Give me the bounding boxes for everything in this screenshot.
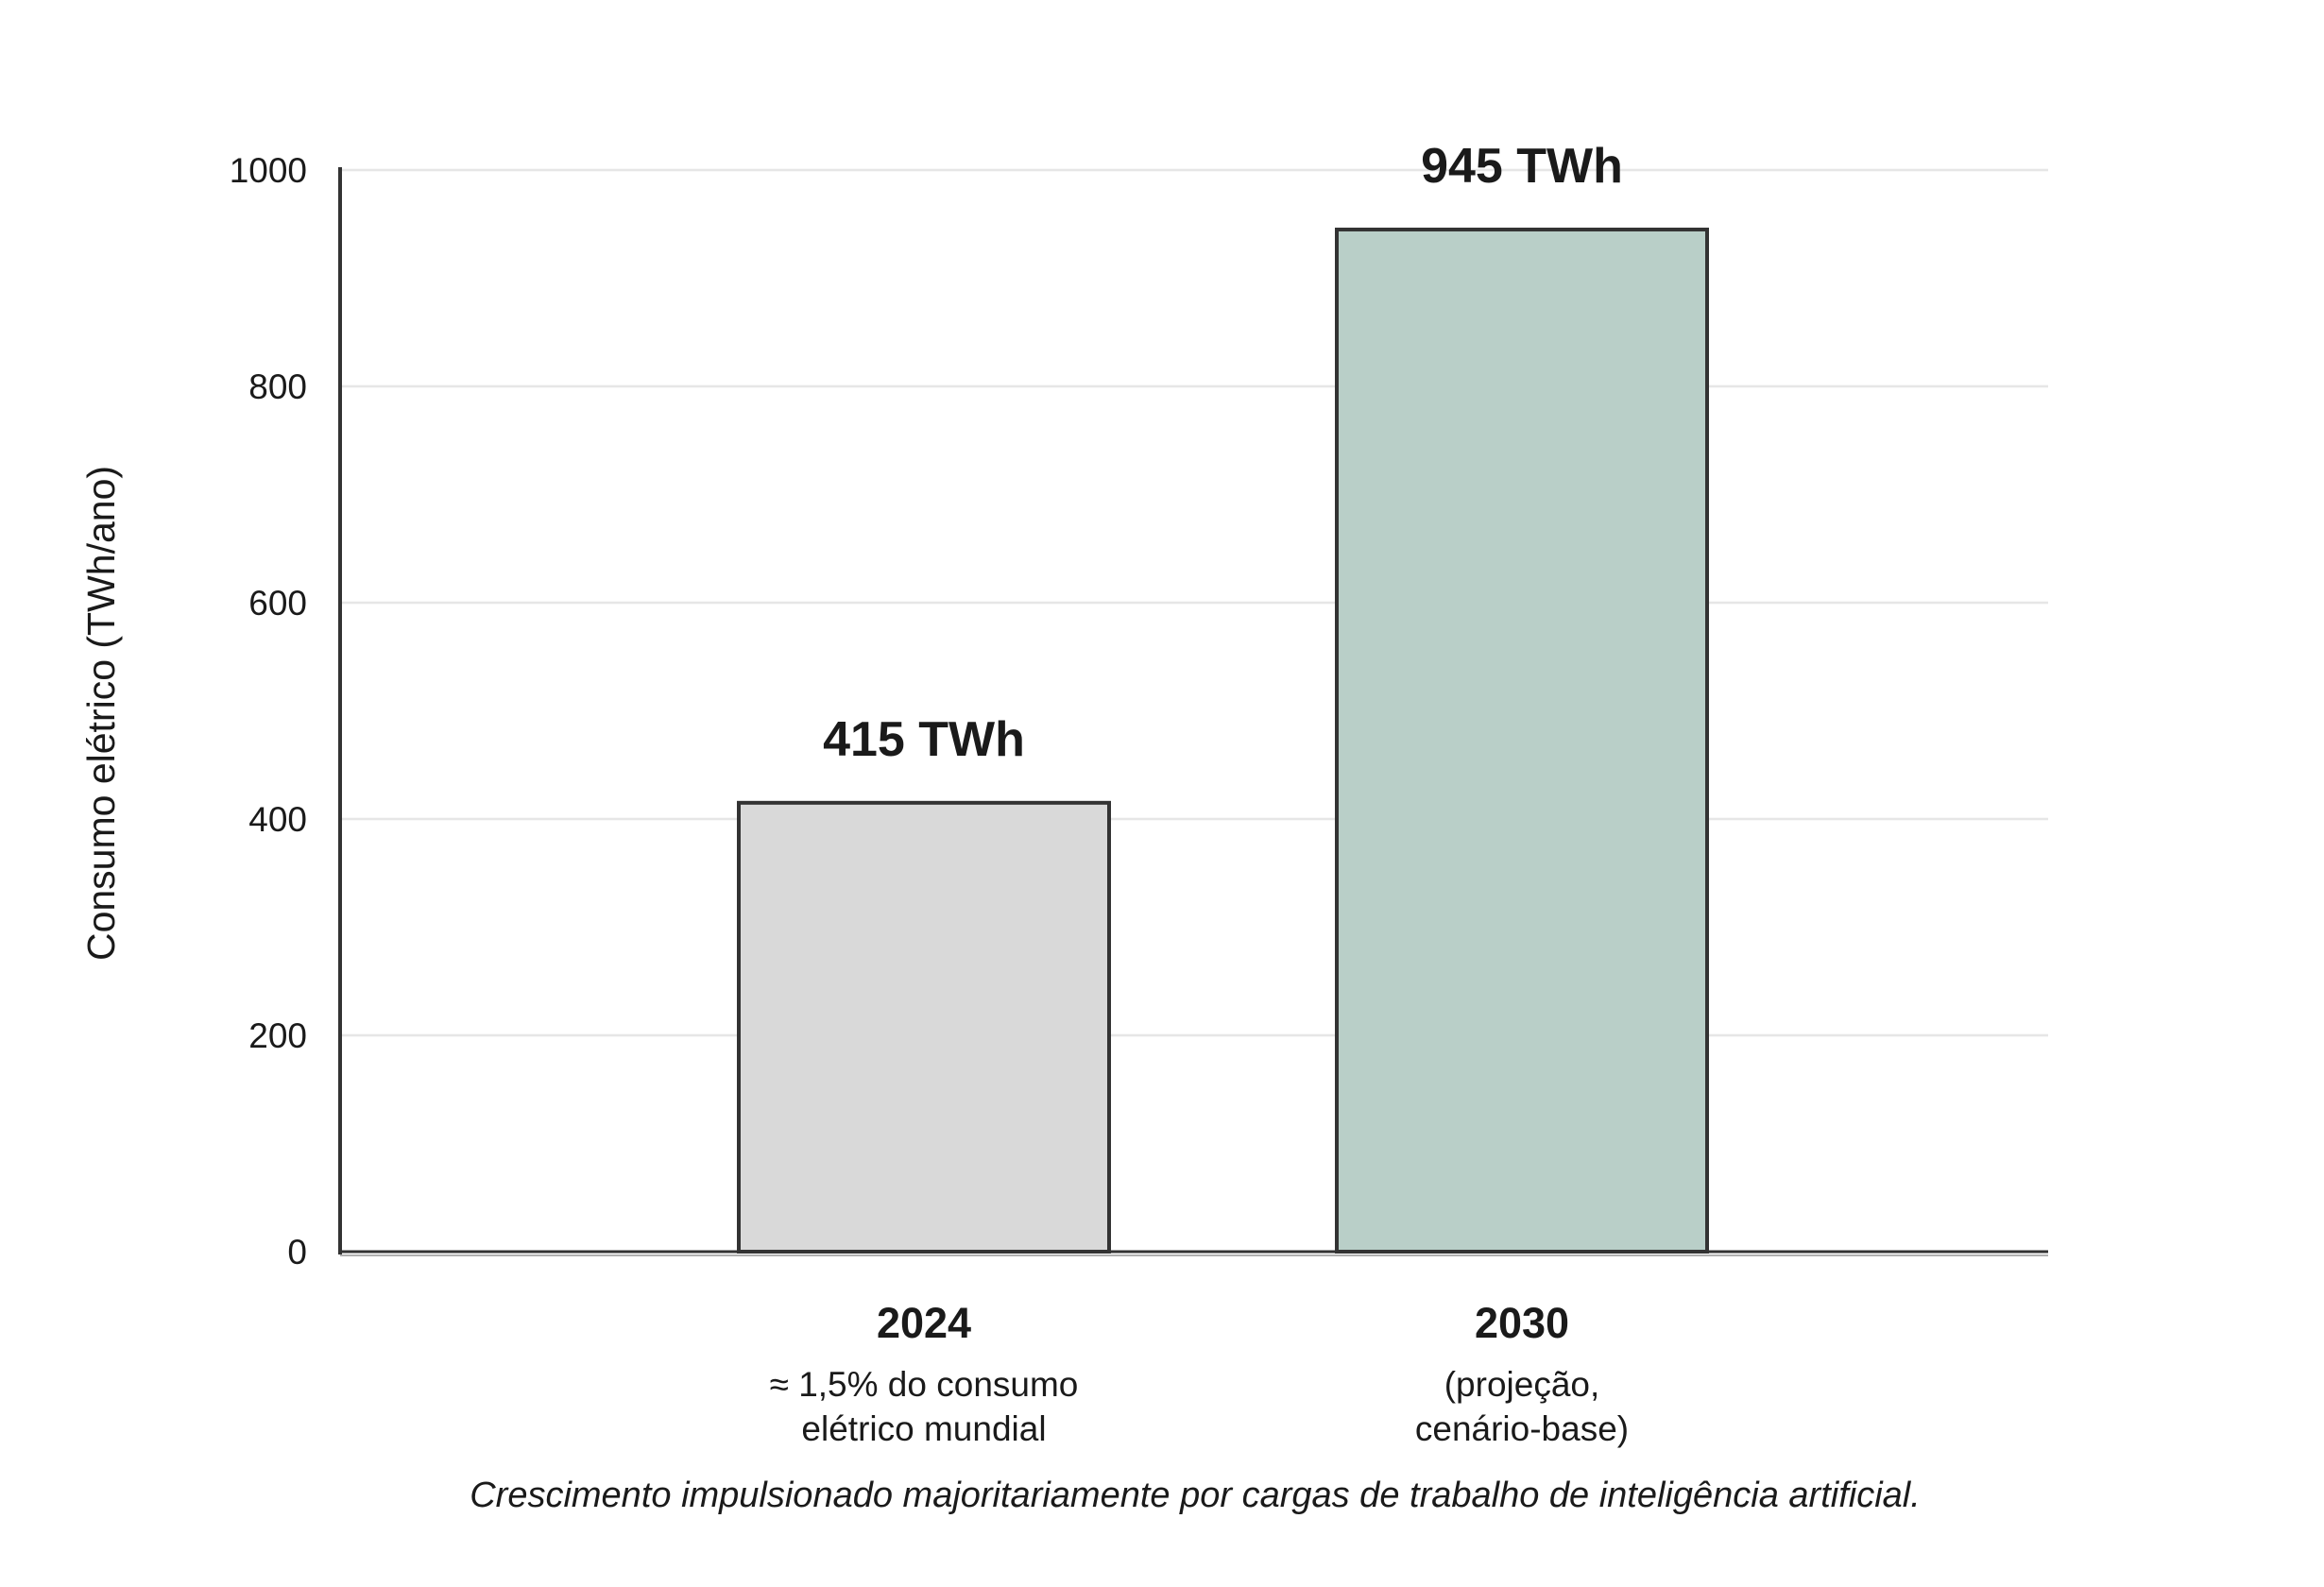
- bar-2030: [1335, 227, 1709, 1254]
- y-tick-label-800: 800: [248, 367, 307, 406]
- data-label-2030: 945 TWh: [1421, 139, 1623, 194]
- data-label-2024: 415 TWh: [823, 712, 1025, 767]
- x-tick-sublabel-2024-1: ≈ 1,5% do consumo: [770, 1365, 1079, 1404]
- data-labels: 415 TWh 945 TWh: [823, 139, 1623, 767]
- y-tick-label-200: 200: [248, 1016, 307, 1055]
- x-tick-sublabel-2030-2: cenário-base): [1415, 1409, 1629, 1448]
- x-tick-sublabel-2030-1: (projeção,: [1444, 1365, 1600, 1404]
- y-tick-label-0: 0: [287, 1233, 307, 1271]
- y-tick-label-600: 600: [248, 584, 307, 623]
- x-tick-sublabel-2024-2: elétrico mundial: [801, 1409, 1046, 1448]
- bars: [737, 227, 1709, 1254]
- x-tick-label-2024: 2024: [877, 1299, 971, 1347]
- y-tick-label-400: 400: [248, 800, 307, 839]
- y-axis-ticks: 0 200 400 600 800 1000: [230, 151, 307, 1271]
- bar-2024: [737, 800, 1111, 1254]
- chart-footnote: Crescimento impulsionado majoritariament…: [470, 1476, 1921, 1515]
- x-axis-categories: 2024 ≈ 1,5% do consumo elétrico mundial 203…: [770, 1299, 1630, 1448]
- axes: [338, 167, 2048, 1256]
- y-tick-label-1000: 1000: [230, 151, 307, 190]
- grid-lines: [340, 168, 2048, 1037]
- y-axis-title: Consumo elétrico (TWh/ano): [79, 466, 123, 961]
- x-tick-label-2030: 2030: [1475, 1299, 1569, 1347]
